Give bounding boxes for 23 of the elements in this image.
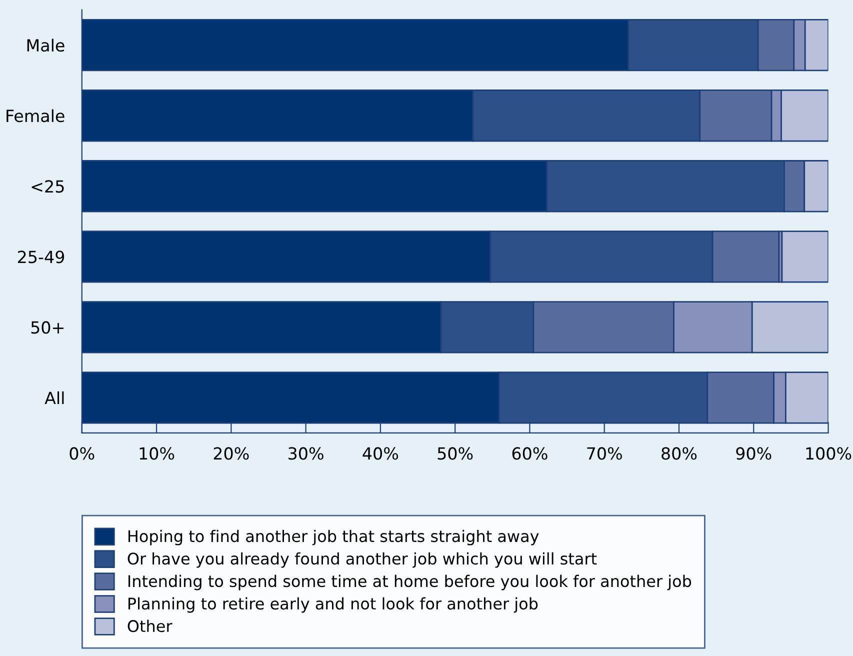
legend-label: Planning to retire early and not look for another job — [128, 597, 538, 613]
y-tick-label: 25-49 — [18, 250, 64, 264]
x-tick-label: 20% — [214, 447, 249, 460]
x-tick-label: 10% — [140, 447, 174, 460]
y-tick-label: Male — [27, 38, 64, 52]
y-tick-label: All — [44, 391, 64, 404]
legend-label: Hoping to find another job that starts straight away — [128, 530, 539, 546]
x-tick-label: 60% — [512, 447, 548, 460]
y-tick-label: <25 — [32, 180, 64, 193]
y-tick-label: Female — [6, 109, 64, 122]
legend-label: Intending to spend some time at home before you look for another job — [128, 574, 692, 590]
x-tick-label: 30% — [288, 447, 324, 460]
bar — [781, 230, 828, 283]
x-tick-label: 0% — [70, 447, 94, 460]
x-tick-label: 90% — [736, 447, 772, 460]
x-tick-label: 70% — [587, 447, 622, 460]
x-tick-label: 50% — [438, 447, 473, 460]
legend-label: Other — [128, 620, 172, 632]
x-tick-label: 40% — [362, 447, 398, 460]
legend-label: Or have you already found another job which you will start — [128, 552, 597, 568]
x-tick-label: 80% — [662, 447, 697, 460]
x-tick-label: 100% — [806, 447, 852, 460]
y-tick-label: 50+ — [31, 321, 64, 334]
